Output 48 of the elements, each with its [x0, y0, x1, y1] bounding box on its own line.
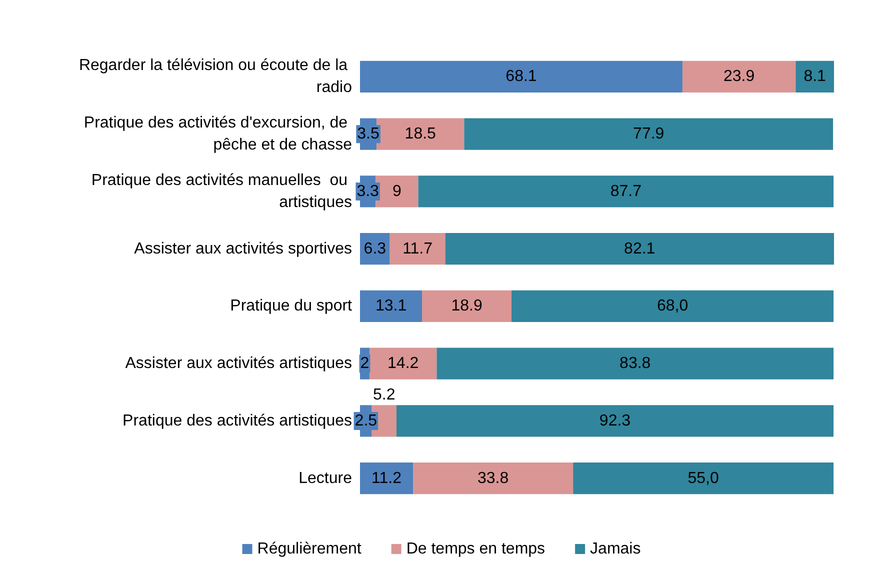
data-label: 18.9	[451, 298, 482, 315]
y-tick-label: Pratique du sport	[230, 298, 353, 315]
bar	[418, 176, 834, 208]
data-label: 8.1	[804, 68, 826, 86]
y-tick-label: Pratique des activités manuelles ou artistiques	[91, 172, 352, 211]
data-label: 82.1	[624, 240, 656, 258]
y-tick-label: Pratique des activités d'excursion, de pêche et de chasse	[84, 114, 352, 154]
bar	[360, 462, 414, 494]
bar	[369, 348, 437, 380]
data-label: 18.5	[404, 126, 436, 143]
data-label: 5.2	[373, 386, 396, 404]
bar	[390, 233, 446, 265]
data-label: 6.3	[364, 240, 386, 258]
bar	[360, 290, 422, 322]
data-label: 11.2	[372, 470, 402, 487]
y-tick-label: Lecture	[298, 470, 352, 487]
bar	[436, 348, 834, 380]
y-tick-label: Regarder la télévision ou écoute de la radio	[78, 57, 352, 96]
bar	[512, 290, 834, 322]
bar	[796, 60, 834, 92]
data-label: 14.2	[388, 355, 419, 372]
data-label: 2	[360, 355, 370, 372]
bar	[422, 290, 512, 322]
data-label: 68.1	[506, 68, 537, 86]
y-tick-label: Assister aux activités artistiques	[125, 355, 352, 372]
bar	[573, 462, 834, 494]
data-label: 33.8	[477, 470, 509, 487]
data-label: 92.3	[599, 412, 631, 430]
data-label: 9	[392, 182, 402, 200]
data-label: 87.7	[610, 182, 642, 200]
data-label: 23.9	[723, 68, 755, 86]
data-label: 68,0	[656, 298, 688, 315]
y-tick-label: Assister aux activités sportives	[134, 240, 352, 258]
data-label: 55,0	[688, 470, 719, 487]
bar	[682, 60, 796, 92]
data-label: 83.8	[620, 355, 651, 372]
data-label: 13.1	[375, 298, 407, 315]
bar	[360, 60, 682, 92]
data-label: 11.7	[402, 240, 433, 258]
legend-label: Régulièrement	[257, 540, 362, 558]
bar	[464, 118, 834, 150]
y-tick-label: Pratique des activités artistiques	[122, 412, 352, 430]
legend-label: De temps en temps	[406, 540, 546, 558]
bar	[413, 462, 574, 494]
bar	[396, 405, 834, 437]
bar	[445, 233, 834, 265]
data-label: 77.9	[633, 126, 664, 143]
legend-label: Jamais	[590, 540, 641, 558]
